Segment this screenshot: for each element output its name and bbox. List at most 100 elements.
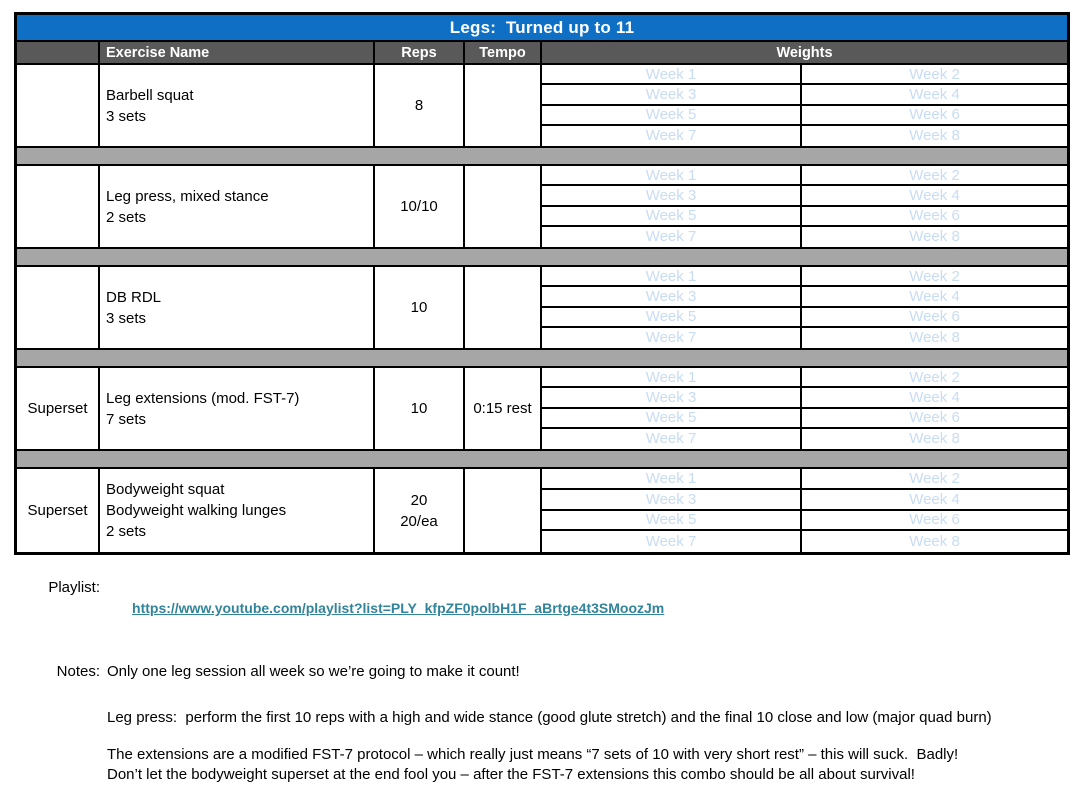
week-cell[interactable]: Week 8 [909, 430, 960, 448]
weights-grid: Week 1 Week 2 Week 3 Week 4 Week 5 Week … [542, 65, 1067, 146]
exercise-name-cell: Barbell squat 3 sets [100, 65, 375, 146]
exercise-sets: 3 sets [106, 107, 147, 125]
week-cell[interactable]: Week 3 [542, 287, 802, 308]
week-cell[interactable]: Week 1 [542, 368, 802, 389]
exercise-block: Superset Bodyweight squat Bodyweight wal… [17, 469, 1067, 552]
reps-cell: 10 [375, 368, 465, 449]
week-cell[interactable]: Week 5 [542, 307, 802, 328]
tempo-cell [465, 65, 542, 146]
week-cell[interactable]: Week 4 [802, 85, 1067, 106]
exercise-block: Barbell squat 3 sets 8 Week 1 Week 2 Wee… [17, 65, 1067, 148]
week-cell[interactable]: Week 6 [802, 106, 1067, 126]
notes-row: Leg press: perform the first 10 reps wit… [14, 708, 1084, 728]
exercise-block: Leg press, mixed stance 2 sets 10/10 Wee… [17, 166, 1067, 249]
week-cell[interactable]: Week 4 [802, 490, 1067, 511]
week-cell[interactable]: Week 5 [542, 105, 802, 126]
notes-row: The extensions are a modified FST-7 prot… [14, 745, 1084, 785]
weights-grid: Week 1 Week 2 Week 3 Week 4 Week 5 Week … [542, 166, 1067, 247]
week-cell[interactable]: Week 2 [802, 267, 1067, 288]
separator-row [17, 350, 1067, 368]
week-cell[interactable]: Week 8 [909, 329, 960, 347]
exercise-name: Bodyweight squat [106, 481, 225, 498]
week-cell[interactable]: Week 1 [542, 267, 802, 288]
week-cell[interactable]: Week 2 [802, 368, 1067, 389]
week-cell[interactable]: Week 5 [542, 408, 802, 429]
reps-cell: 8 [375, 65, 465, 146]
note-text: Only one leg session all week so we’re g… [107, 663, 520, 680]
reps-cell: 10 [375, 267, 465, 348]
header-cell-tempo: Tempo [465, 42, 542, 63]
reps-cell: 10/10 [375, 166, 465, 247]
superset-cell: Superset [17, 368, 100, 449]
week-cell[interactable]: Week 3 [542, 489, 802, 511]
exercise-name-cell: Bodyweight squat Bodyweight walking lung… [100, 469, 375, 552]
exercise-block: DB RDL 3 sets 10 Week 1 Week 2 Week 3 We… [17, 267, 1067, 350]
week-cell[interactable]: Week 8 [909, 533, 960, 551]
week-cell[interactable]: Week 5 [542, 206, 802, 227]
week-cell[interactable]: Week 2 [802, 469, 1067, 490]
exercise-sets: 2 sets [106, 208, 147, 226]
superset-cell [17, 166, 100, 247]
title-bar: Legs: Turned up to 11 [17, 15, 1067, 42]
week-cell[interactable]: Week 5 [542, 510, 802, 532]
week-cell[interactable]: Week 1 [542, 65, 802, 86]
week-cell[interactable]: Week 7 [542, 531, 802, 552]
tempo-cell: 0:15 rest [465, 368, 542, 449]
column-header-row: Exercise Name Reps Tempo Weights [17, 42, 1067, 65]
week-cell[interactable]: Week 4 [802, 186, 1067, 207]
workout-table: Legs: Turned up to 11 Exercise Name Reps… [14, 12, 1070, 555]
week-cell[interactable]: Week 3 [542, 186, 802, 207]
exercise-sets: 3 sets [106, 309, 147, 327]
superset-cell [17, 65, 100, 146]
tempo-cell [465, 469, 542, 552]
playlist-label: Playlist: [48, 579, 100, 596]
reps-cell: 20 20/ea [375, 469, 465, 552]
week-cell[interactable]: Week 3 [542, 85, 802, 106]
weights-grid: Week 1 Week 2 Week 3 Week 4 Week 5 Week … [542, 368, 1067, 449]
exercise-name-cell: DB RDL 3 sets [100, 267, 375, 348]
note-text: Leg press: perform the first 10 reps wit… [107, 709, 992, 726]
exercise-name: Barbell squat [106, 86, 194, 104]
exercise-name-cell: Leg press, mixed stance 2 sets [100, 166, 375, 247]
separator-row [17, 451, 1067, 469]
week-cell[interactable]: Week 3 [542, 388, 802, 409]
tempo-cell [465, 166, 542, 247]
notes-row: Notes: Only one leg session all week so … [14, 662, 1084, 682]
weights-grid: Week 1 Week 2 Week 3 Week 4 Week 5 Week … [542, 469, 1067, 552]
superset-cell: Superset [17, 469, 100, 552]
week-cell[interactable]: Week 4 [802, 388, 1067, 409]
week-cell[interactable]: Week 8 [909, 228, 960, 246]
week-cell[interactable]: Week 7 [542, 125, 802, 146]
exercise-block: Superset Leg extensions (mod. FST-7) 7 s… [17, 368, 1067, 451]
exercise-name: Leg press, mixed stance [106, 187, 269, 205]
week-cell[interactable]: Week 7 [542, 226, 802, 247]
separator-row [17, 249, 1067, 267]
separator-row [17, 148, 1067, 166]
week-cell[interactable]: Week 6 [802, 511, 1067, 532]
week-cell[interactable]: Week 7 [542, 327, 802, 348]
exercise-name: Bodyweight walking lunges [106, 502, 287, 519]
week-cell[interactable]: Week 1 [542, 166, 802, 187]
header-cell-weights: Weights [776, 44, 833, 61]
note-text: Don’t let the bodyweight superset at the… [107, 766, 915, 783]
notes-label: Notes: [56, 663, 100, 680]
playlist-link[interactable]: https://www.youtube.com/playlist?list=PL… [132, 600, 665, 616]
week-cell[interactable]: Week 8 [909, 127, 960, 145]
exercise-name: Leg extensions (mod. FST-7) [106, 389, 300, 407]
week-cell[interactable]: Week 2 [802, 166, 1067, 187]
week-cell[interactable]: Week 4 [802, 287, 1067, 308]
tempo-cell [465, 267, 542, 348]
week-cell[interactable]: Week 7 [542, 428, 802, 449]
exercise-sets: 7 sets [106, 410, 147, 428]
week-cell[interactable]: Week 2 [802, 65, 1067, 86]
superset-cell [17, 267, 100, 348]
playlist-row: Playlist: https://www.youtube.com/playli… [14, 578, 1084, 639]
exercise-name-cell: Leg extensions (mod. FST-7) 7 sets [100, 368, 375, 449]
week-cell[interactable]: Week 1 [542, 469, 802, 490]
exercise-sets: 2 sets [106, 523, 147, 540]
week-cell[interactable]: Week 6 [802, 207, 1067, 227]
week-cell[interactable]: Week 6 [802, 308, 1067, 328]
week-cell[interactable]: Week 6 [802, 409, 1067, 429]
header-cell-reps: Reps [375, 42, 465, 63]
header-cell-exercise-name: Exercise Name [100, 42, 375, 63]
